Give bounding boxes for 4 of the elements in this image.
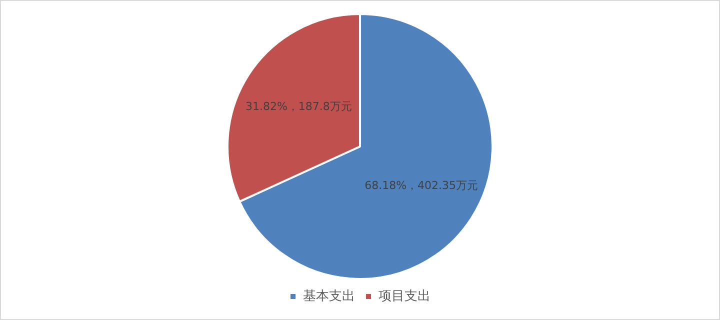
legend-label: 基本支出 <box>303 288 355 304</box>
data-label: 68.18%，402.35万元 <box>364 178 478 192</box>
legend-label: 项目支出 <box>378 288 430 304</box>
data-label: 31.82%，187.8万元 <box>245 100 352 113</box>
